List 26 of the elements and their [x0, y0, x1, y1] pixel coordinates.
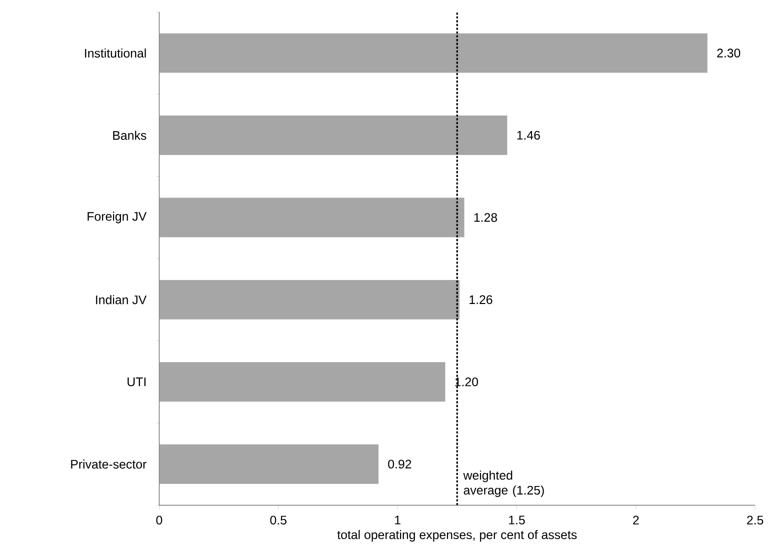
bar	[159, 116, 508, 155]
y-tick-label: Banks	[113, 130, 146, 140]
data-label: 0.92	[388, 460, 412, 468]
x-tick-label: 1	[395, 516, 400, 524]
data-label: 1.46	[517, 130, 540, 140]
bar	[159, 444, 378, 484]
y-tick-label: Private-sector	[71, 460, 146, 469]
data-label: 1.26	[470, 295, 492, 304]
x-axis-title: total operating expenses, per cent of assets	[337, 530, 577, 542]
bar	[159, 362, 446, 402]
x-tick-label: 0.5	[270, 516, 286, 525]
x-tick-label: 0	[156, 516, 162, 525]
bar	[159, 280, 460, 320]
y-tick-label: Foreign JV	[88, 212, 147, 224]
ref-line-label: weighted average (1.25)	[463, 470, 544, 498]
x-tick-label: 1.5	[509, 516, 525, 524]
bar	[159, 198, 464, 238]
data-label: 2.30	[717, 48, 740, 58]
bar	[159, 33, 708, 73]
data-label: 1.28	[474, 213, 498, 222]
y-tick-label: Indian JV	[96, 295, 147, 304]
x-tick-label: 2.5	[747, 516, 764, 525]
y-tick-label: Institutional	[85, 48, 146, 58]
x-tick-label: 2	[633, 516, 639, 524]
y-tick-label: UTI	[128, 378, 146, 386]
data-label: 1.20	[455, 378, 478, 386]
